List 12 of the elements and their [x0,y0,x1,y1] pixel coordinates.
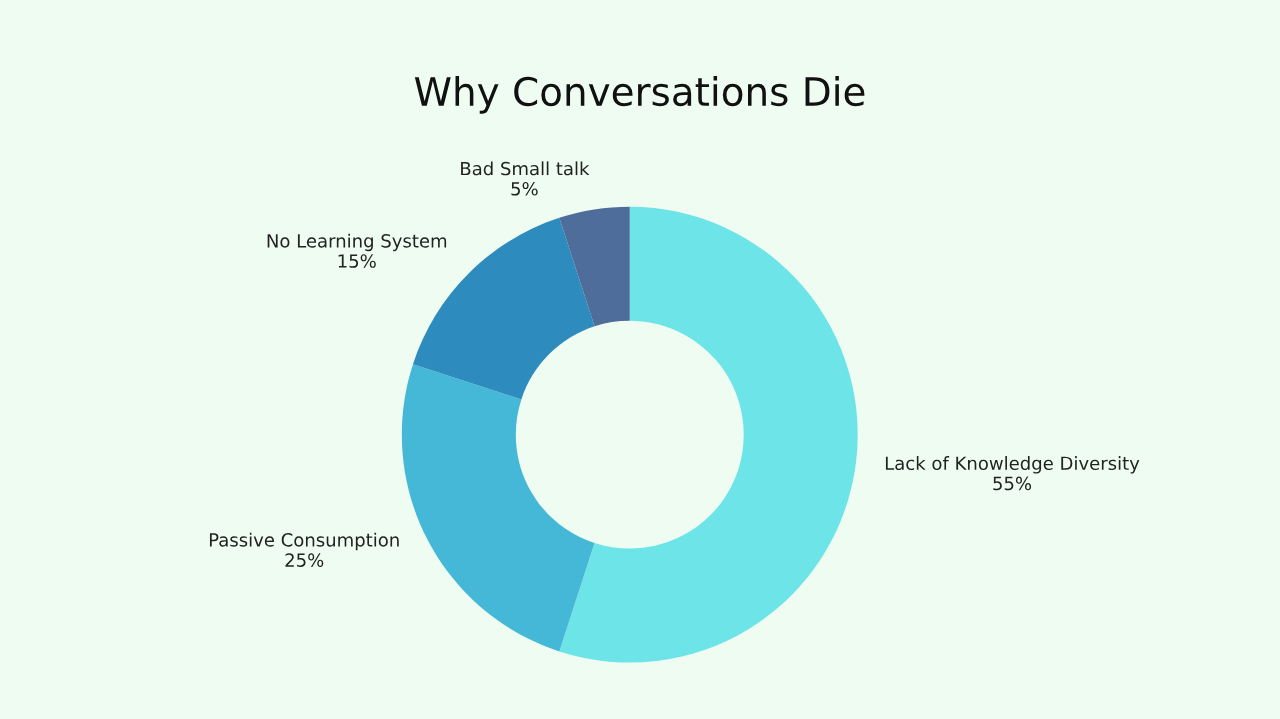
data-label: 5% [511,181,538,196]
donut-slice [401,364,595,652]
data-label: 25% [285,553,324,567]
slice-label: Bad Small talk [461,161,590,176]
slice-label: Lack of Knowledge Diversity [885,456,1140,474]
data-label: 55% [993,476,1032,491]
donut-slice [559,206,858,663]
slice-label: No Learning System [267,233,447,252]
data-label: 15% [338,254,376,268]
slice-label: Passive Consumption [209,532,399,551]
chart-title: Why Conversations Die [414,76,865,114]
donut-slice [559,206,630,327]
